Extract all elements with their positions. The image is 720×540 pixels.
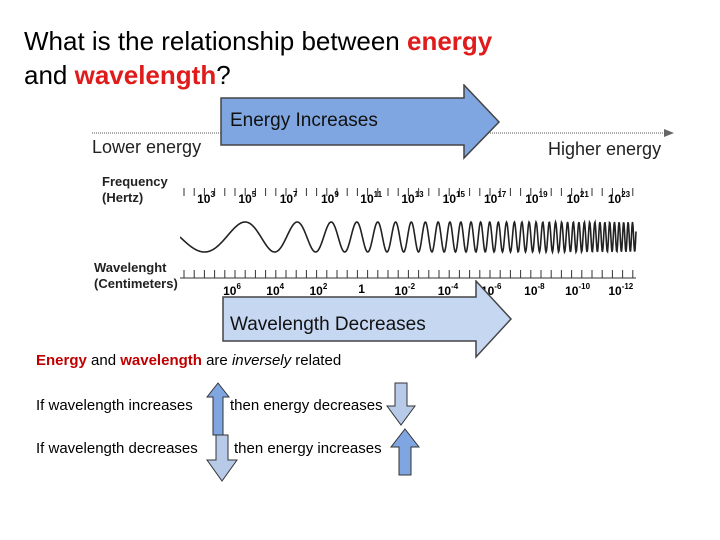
frequency-tick-label: 109 — [320, 190, 339, 206]
frequency-label: Frequency (Hertz) — [102, 174, 168, 206]
energy-increases-label: Energy Increases — [230, 110, 378, 131]
word-inversely: inversely — [231, 352, 292, 369]
wavelength-tick-marks — [180, 270, 636, 279]
title-suffix: ? — [216, 60, 231, 90]
word-are: are — [201, 352, 232, 369]
wavelength-tick-label: 104 — [266, 282, 285, 298]
slide-title: What is the relationship between energy … — [24, 24, 624, 92]
wavelength-tick-label: 10-12 — [608, 282, 634, 298]
title-wavelength: wavelength — [74, 60, 217, 90]
frequency-label-line1: Frequency — [102, 174, 168, 189]
wavelength-tick-label: 10-10 — [565, 282, 591, 298]
wavelength-tick-label: 1 — [358, 282, 365, 296]
wavelength-axis-label-line2: (Centimeters) — [94, 276, 178, 291]
wavelength-decreases-arrow — [222, 280, 513, 359]
up-arrow-icon — [390, 428, 420, 476]
title-energy: energy — [407, 26, 493, 56]
wavelength-axis-label-line1: Wavelenght — [94, 260, 167, 275]
word-wavelength: wavelength — [120, 352, 202, 369]
wavelength-decreases-label: Wavelength Decreases — [230, 314, 426, 335]
frequency-tick-label: 1023 — [607, 190, 631, 206]
word-and: and — [86, 352, 121, 369]
down-arrow-icon — [386, 382, 416, 426]
down-arrow-icon — [206, 434, 238, 482]
lower-energy-label: Lower energy — [92, 137, 202, 157]
wavelength-tick-label: 102 — [309, 282, 328, 298]
up-arrow-icon — [206, 382, 230, 436]
frequency-tick-label: 1011 — [360, 190, 383, 206]
title-prefix: What is the relationship between — [24, 26, 407, 56]
row1-right-text: then energy decreases — [230, 397, 383, 414]
wavelength-tick-label: 10-2 — [394, 282, 416, 298]
higher-energy-label: Higher energy — [548, 139, 662, 159]
frequency-tick-label: 1013 — [401, 190, 424, 206]
wavelength-tick-label: 10-8 — [524, 282, 545, 298]
title-line2-prefix: and — [24, 60, 75, 90]
frequency-tick-label: 1015 — [442, 190, 465, 206]
wavelength-tick-label: 106 — [223, 282, 241, 298]
word-related: related — [291, 352, 342, 369]
row2-left-text: If wavelength decreases — [36, 440, 198, 457]
frequency-tick-label: 103 — [197, 190, 215, 206]
frequency-tick-label: 105 — [238, 190, 257, 206]
energy-increases-arrow — [220, 84, 501, 160]
relationship-statement: Energy and wavelength are inversely rela… — [36, 352, 341, 369]
wavelength-axis-label: Wavelenght (Centimeters) — [94, 260, 178, 292]
row2-right-text: then energy increases — [234, 440, 382, 457]
em-wave — [180, 219, 637, 255]
word-energy: Energy — [36, 352, 87, 369]
row1-left-text: If wavelength increases — [36, 397, 193, 414]
frequency-tick-label: 1019 — [525, 190, 548, 206]
wavelength-tick-label: 10-4 — [437, 282, 459, 298]
frequency-tick-label: 107 — [279, 190, 298, 206]
frequency-label-line2: (Hertz) — [102, 190, 144, 205]
frequency-tick-marks — [183, 188, 634, 196]
frequency-tick-label: 1021 — [566, 190, 589, 206]
frequency-tick-label: 1017 — [483, 190, 507, 206]
spectrum-graphic — [180, 188, 637, 279]
